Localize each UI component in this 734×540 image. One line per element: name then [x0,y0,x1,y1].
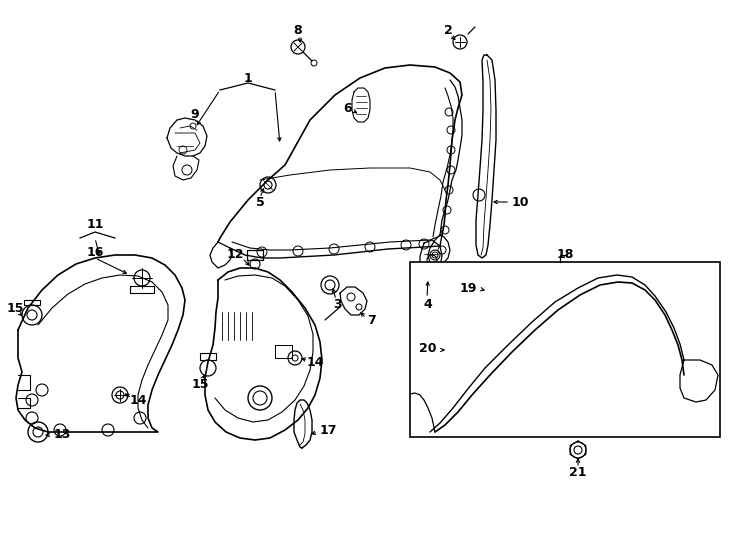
Bar [410,262,720,437]
Text: 2: 2 [443,24,452,37]
Text: 13: 13 [54,429,70,442]
Text: 21: 21 [570,465,586,478]
Text: 10: 10 [512,195,528,208]
Text: 17: 17 [319,423,337,436]
Text: 9: 9 [191,109,200,122]
Text: 4: 4 [424,299,432,312]
Text: 18: 18 [556,248,574,261]
Text: 15: 15 [7,301,23,314]
Text: 20: 20 [419,341,437,354]
Text: 15: 15 [192,379,208,392]
Text: 19: 19 [459,281,476,294]
Text: 8: 8 [294,24,302,37]
Text: 1: 1 [244,71,252,84]
Text: 5: 5 [255,195,264,208]
Text: 3: 3 [334,299,342,312]
Text: 11: 11 [87,219,103,232]
Text: 6: 6 [344,102,352,114]
Text: 14: 14 [306,355,324,368]
Text: 7: 7 [368,314,377,327]
Text: 12: 12 [226,248,244,261]
Text: 14: 14 [129,394,147,407]
Text: 16: 16 [87,246,103,259]
